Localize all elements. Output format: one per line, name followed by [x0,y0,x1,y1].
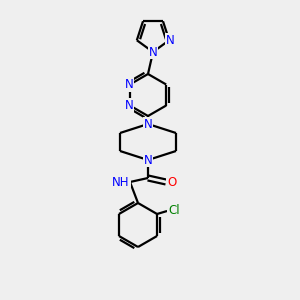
Text: N: N [144,118,152,130]
Text: N: N [124,78,133,91]
Text: N: N [148,46,158,59]
Text: N: N [166,34,175,47]
Text: N: N [144,154,152,166]
Text: Cl: Cl [168,205,180,218]
Text: O: O [167,176,177,188]
Text: N: N [124,99,133,112]
Text: NH: NH [112,176,130,188]
